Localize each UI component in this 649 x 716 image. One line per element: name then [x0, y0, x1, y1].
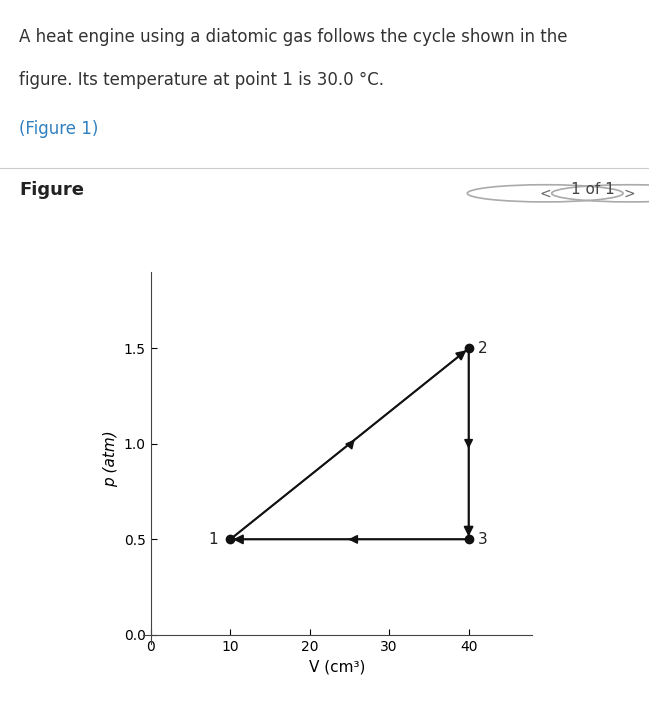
Text: 2: 2 — [478, 341, 488, 356]
Text: figure. Its temperature at point 1 is 30.0 °C.: figure. Its temperature at point 1 is 30… — [19, 71, 384, 89]
Text: Figure: Figure — [19, 180, 84, 199]
Text: A heat engine using a diatomic gas follows the cycle shown in the: A heat engine using a diatomic gas follo… — [19, 29, 568, 47]
Text: (Figure 1): (Figure 1) — [19, 120, 99, 137]
Text: 1 of 1: 1 of 1 — [571, 183, 615, 197]
X-axis label: V (cm³): V (cm³) — [310, 659, 365, 674]
Text: <: < — [539, 186, 551, 200]
Text: 1: 1 — [208, 532, 218, 547]
Text: >: > — [624, 186, 635, 200]
Y-axis label: p (atm): p (atm) — [103, 430, 118, 487]
Text: 3: 3 — [478, 532, 488, 547]
